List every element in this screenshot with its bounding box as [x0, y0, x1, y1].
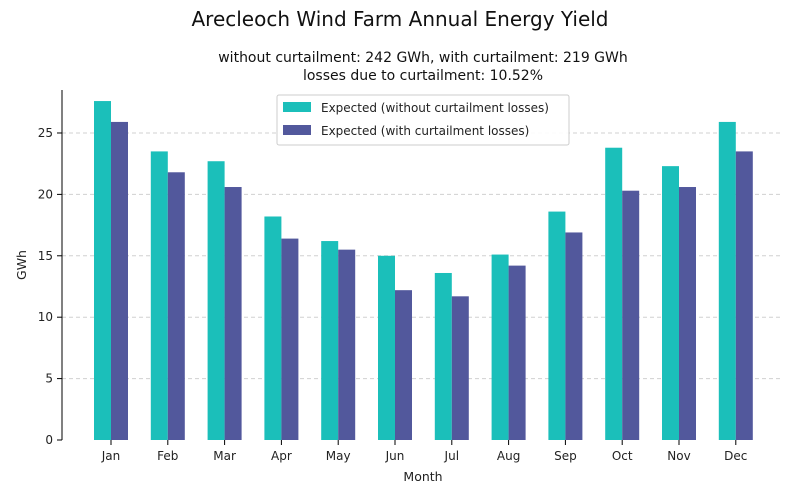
bars	[94, 101, 753, 441]
x-tick-label: Jun	[385, 449, 405, 463]
x-tick-label: Aug	[497, 449, 520, 463]
x-tick-label: Jan	[101, 449, 121, 463]
legend-label-with-curtailment: Expected (with curtailment losses)	[321, 124, 529, 138]
bar-with-curtailment-jun	[395, 290, 412, 440]
chart-subtitle-line2: losses due to curtailment: 10.52%	[303, 68, 543, 84]
bar-without-curtailment-nov	[662, 166, 679, 440]
bar-with-curtailment-mar	[224, 187, 242, 440]
bar-with-curtailment-aug	[508, 265, 526, 440]
legend-label-without-curtailment: Expected (without curtailment losses)	[321, 101, 549, 115]
y-tick-label: 25	[38, 126, 53, 140]
tick-labels: 0 5 10 15 20 25 Jan Feb Mar Apr May Jun Jul Aug Sep Oct…	[38, 126, 748, 463]
chart-title: Arecleoch Wind Farm Annual Energy Yield	[191, 7, 608, 31]
x-tick-label: Feb	[157, 449, 178, 463]
y-tick-label: 10	[38, 310, 53, 324]
y-tick-label: 15	[38, 249, 53, 263]
bar-without-curtailment-jun	[378, 255, 395, 440]
legend-box	[276, 94, 570, 146]
bar-with-curtailment-sep	[565, 232, 583, 440]
bar-without-curtailment-mar	[207, 161, 225, 440]
bar-without-curtailment-jul	[434, 272, 452, 440]
legend: Expected (without curtailment losses) Ex…	[276, 94, 570, 146]
x-tick-label: Jul	[444, 449, 459, 463]
x-tick-label: Nov	[667, 449, 690, 463]
x-tick-label: May	[326, 449, 351, 463]
legend-swatch-without-curtailment	[283, 102, 311, 112]
x-tick-label: Dec	[724, 449, 747, 463]
bar-with-curtailment-may	[338, 249, 356, 440]
bar-with-curtailment-oct	[622, 190, 640, 440]
bar-without-curtailment-feb	[150, 151, 168, 440]
bar-with-curtailment-dec	[735, 151, 753, 440]
chart-subtitle-line1: without curtailment: 242 GWh, with curta…	[218, 50, 628, 66]
x-tick-label: Mar	[213, 449, 236, 463]
bar-with-curtailment-feb	[167, 172, 185, 440]
bar-with-curtailment-jul	[451, 296, 469, 440]
bar-with-curtailment-nov	[679, 187, 696, 440]
x-axis-label: Month	[403, 469, 442, 484]
axes	[57, 90, 737, 445]
x-tick-label: Sep	[554, 449, 577, 463]
y-axis-label: GWh	[14, 250, 29, 280]
y-tick-label: 20	[38, 187, 53, 201]
bar-without-curtailment-sep	[548, 211, 566, 440]
bar-without-curtailment-aug	[491, 254, 509, 440]
legend-swatch-with-curtailment	[283, 125, 311, 135]
x-tick-label: Oct	[612, 449, 633, 463]
bar-without-curtailment-may	[321, 241, 339, 440]
x-tick-label: Apr	[271, 449, 292, 463]
y-tick-label: 0	[45, 433, 53, 447]
bar-without-curtailment-jan	[94, 101, 111, 440]
bar-without-curtailment-apr	[264, 216, 282, 440]
bar-without-curtailment-dec	[718, 121, 736, 441]
bar-without-curtailment-oct	[605, 147, 623, 440]
y-tick-label: 5	[45, 372, 53, 386]
bar-with-curtailment-jan	[111, 121, 128, 441]
bar-with-curtailment-apr	[281, 238, 299, 440]
